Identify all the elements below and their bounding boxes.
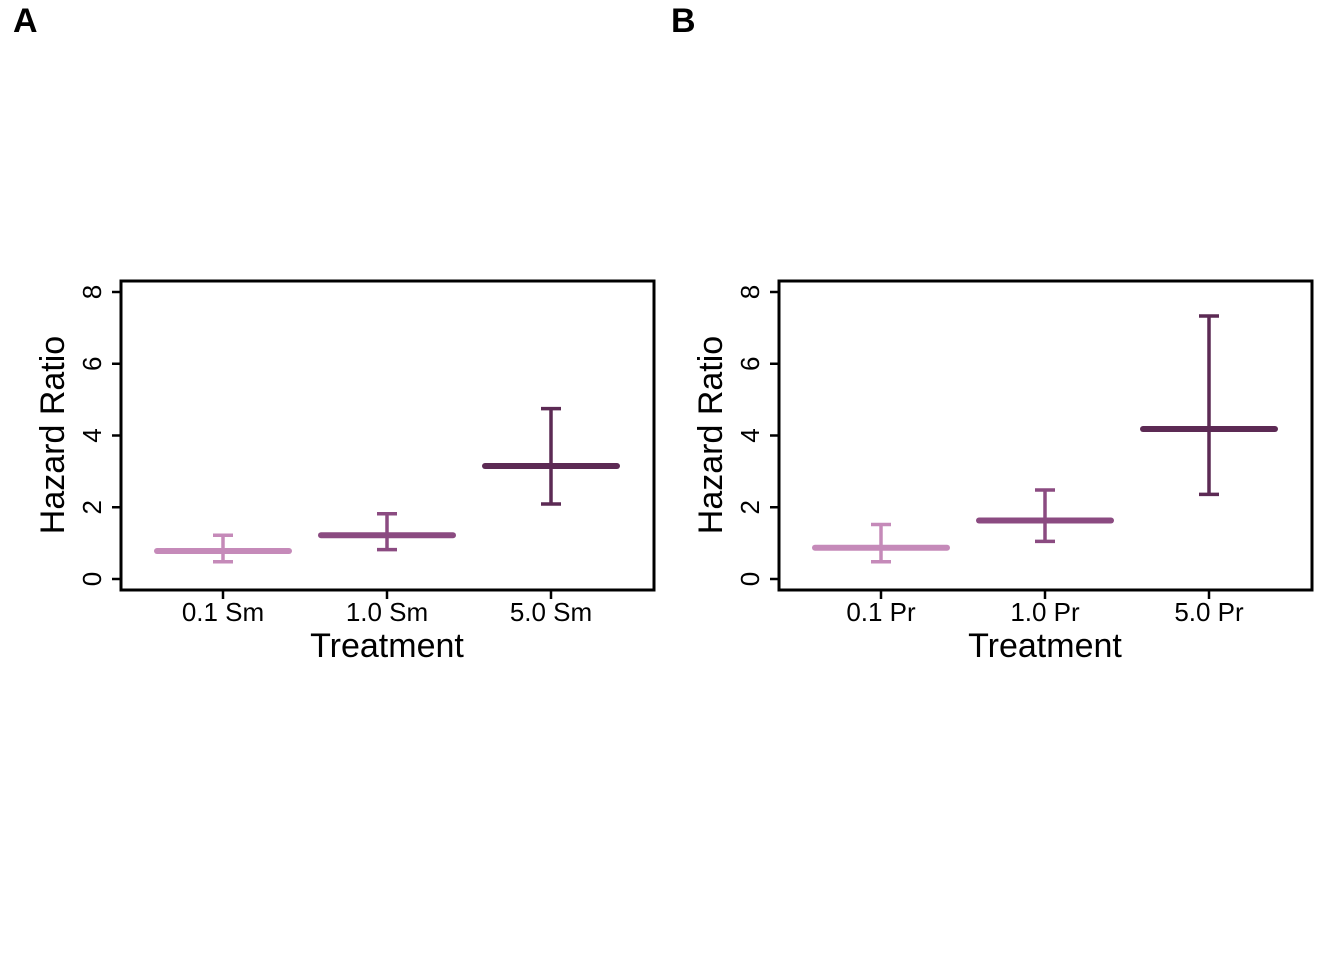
y-tick-label: 6 [735, 357, 765, 371]
x-tick-label: 0.1 Sm [182, 597, 264, 627]
x-tick-label: 5.0 Sm [510, 597, 592, 627]
panel-label-a: A [13, 2, 38, 40]
y-tick-label: 4 [735, 428, 765, 442]
chart-b: Hazard Ratio Treatment 0 2 4 6 8 0.1 Pr 1.0 Pr… [692, 279, 1314, 665]
x-axis-title: Treatment [968, 627, 1122, 665]
y-tick-label: 2 [735, 500, 765, 514]
y-tick-label: 6 [77, 357, 107, 371]
x-tick-label: 5.0 Pr [1174, 597, 1244, 627]
x-axis-title: Treatment [310, 627, 464, 665]
y-axis-title: Hazard Ratio [34, 336, 72, 534]
y-tick-label: 0 [735, 572, 765, 586]
panel-label-b: B [671, 2, 696, 40]
chart-a: Hazard Ratio Treatment 0 2 4 6 8 0.1 Sm 1.0 Sm… [34, 279, 656, 665]
y-tick-label: 8 [735, 285, 765, 299]
plot-frame [777, 279, 1314, 592]
y-tick-label: 4 [77, 428, 107, 442]
x-tick-label: 1.0 Sm [346, 597, 428, 627]
x-tick-label: 1.0 Pr [1010, 597, 1080, 627]
y-tick-label: 0 [77, 572, 107, 586]
y-tick-label: 8 [77, 285, 107, 299]
x-tick-label: 0.1 Pr [846, 597, 916, 627]
y-tick-label: 2 [77, 500, 107, 514]
y-axis-title: Hazard Ratio [692, 336, 730, 534]
